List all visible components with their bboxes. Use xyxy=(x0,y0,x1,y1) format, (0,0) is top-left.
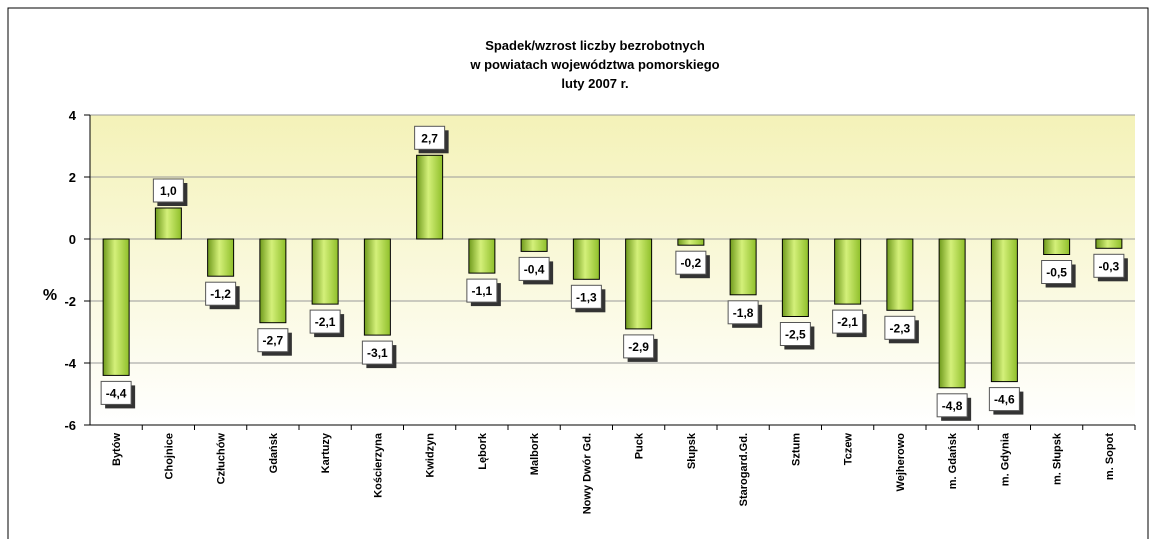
value-label: -2,1 xyxy=(837,315,858,329)
label-box xyxy=(361,340,393,365)
label-box xyxy=(466,278,498,303)
bar xyxy=(154,207,182,240)
value-label: -2,9 xyxy=(628,340,649,354)
label-box xyxy=(988,387,1020,412)
bar xyxy=(886,238,914,311)
label-box xyxy=(205,281,237,306)
value-label: -1,3 xyxy=(576,290,597,304)
x-tick-label: Malbork xyxy=(529,432,541,475)
bar xyxy=(311,238,339,305)
label-box xyxy=(884,315,916,340)
label-box xyxy=(675,250,707,275)
label-box xyxy=(936,393,968,418)
bar xyxy=(1095,238,1123,249)
y-axis-label: % xyxy=(43,287,57,304)
y-tick-label: 0 xyxy=(69,232,76,247)
bar xyxy=(207,238,235,277)
y-tick-label: -4 xyxy=(64,356,76,371)
bar xyxy=(468,238,496,274)
x-tick-label: m. Gdynia xyxy=(999,432,1011,486)
bar xyxy=(572,238,600,280)
value-label: -1,8 xyxy=(733,306,754,320)
bar xyxy=(729,238,757,296)
value-label: -4,8 xyxy=(942,399,963,413)
x-tick-label: Kwidzyn xyxy=(425,433,437,478)
bar xyxy=(990,238,1018,383)
x-tick-label: Sztum xyxy=(790,433,802,466)
y-tick-label: 4 xyxy=(69,108,77,123)
label-box xyxy=(414,125,446,150)
x-tick-label: Słupsk xyxy=(686,432,698,469)
x-tick-label: Puck xyxy=(634,432,646,459)
x-tick-label: Kościerzyna xyxy=(372,432,384,498)
bar xyxy=(102,238,130,376)
label-box xyxy=(100,380,132,405)
value-label: -0,5 xyxy=(1046,266,1067,280)
value-label: -2,1 xyxy=(315,315,336,329)
label-box xyxy=(623,334,655,359)
label-box xyxy=(1041,260,1073,284)
y-tick-label: -2 xyxy=(64,294,76,309)
x-tick-label: Wejherowo xyxy=(895,433,907,492)
label-box xyxy=(257,328,289,353)
label-box xyxy=(152,178,184,203)
bar xyxy=(363,238,391,336)
bar xyxy=(677,238,705,246)
bar xyxy=(416,154,444,240)
label-box xyxy=(832,309,864,334)
x-tick-label: Chojnice xyxy=(163,433,175,479)
value-label: 1,0 xyxy=(160,184,177,198)
value-label: -2,7 xyxy=(263,334,284,348)
value-label: -4,4 xyxy=(106,386,127,400)
x-tick-label: m. Słupsk xyxy=(1052,432,1064,485)
value-label: -4,6 xyxy=(994,393,1015,407)
bar xyxy=(834,238,862,305)
bar xyxy=(938,238,966,389)
x-tick-label: Gdańsk xyxy=(268,432,280,473)
label-box xyxy=(309,309,341,334)
value-label: -2,3 xyxy=(890,321,911,335)
title-line: luty 2007 r. xyxy=(561,76,628,91)
label-box xyxy=(1093,253,1125,278)
label-box xyxy=(570,284,602,309)
x-tick-label: m. Sopot xyxy=(1104,433,1116,480)
x-tick-label: Człuchów xyxy=(216,433,228,485)
plot-area xyxy=(90,115,1135,425)
x-tick-label: Starogard.Gd. xyxy=(738,433,750,506)
bar xyxy=(520,238,548,252)
x-tick-label: Tczew xyxy=(843,433,855,466)
bar xyxy=(781,238,809,317)
bar xyxy=(625,238,653,330)
label-box xyxy=(779,322,811,346)
x-tick-label: Bytów xyxy=(111,433,123,466)
x-tick-label: Kartuzy xyxy=(320,432,332,473)
bar xyxy=(1043,238,1071,255)
x-tick-label: Lębork xyxy=(477,432,489,470)
title-line: Spadek/wzrost liczby bezrobotnych xyxy=(485,38,705,53)
value-label: 2,7 xyxy=(421,131,438,145)
value-label: -0,2 xyxy=(681,256,702,270)
label-box xyxy=(727,300,759,325)
value-label: -1,1 xyxy=(472,284,493,298)
x-tick-label: m. Gdańsk xyxy=(947,432,959,489)
value-label: -2,5 xyxy=(785,328,806,342)
label-box xyxy=(518,256,550,281)
chart-title: Spadek/wzrost liczby bezrobotnych w powia… xyxy=(469,38,719,91)
value-label: -1,2 xyxy=(210,287,231,301)
y-tick-label: 2 xyxy=(69,170,76,185)
title-line: w powiatach województwa pomorskiego xyxy=(469,57,719,72)
value-label: -0,4 xyxy=(524,262,545,276)
value-label: -3,1 xyxy=(367,346,388,360)
y-tick-label: -6 xyxy=(64,418,76,433)
bar xyxy=(259,238,287,324)
x-tick-label: Nowy Dwór Gd. xyxy=(581,433,593,514)
value-label: -0,3 xyxy=(1099,259,1120,273)
